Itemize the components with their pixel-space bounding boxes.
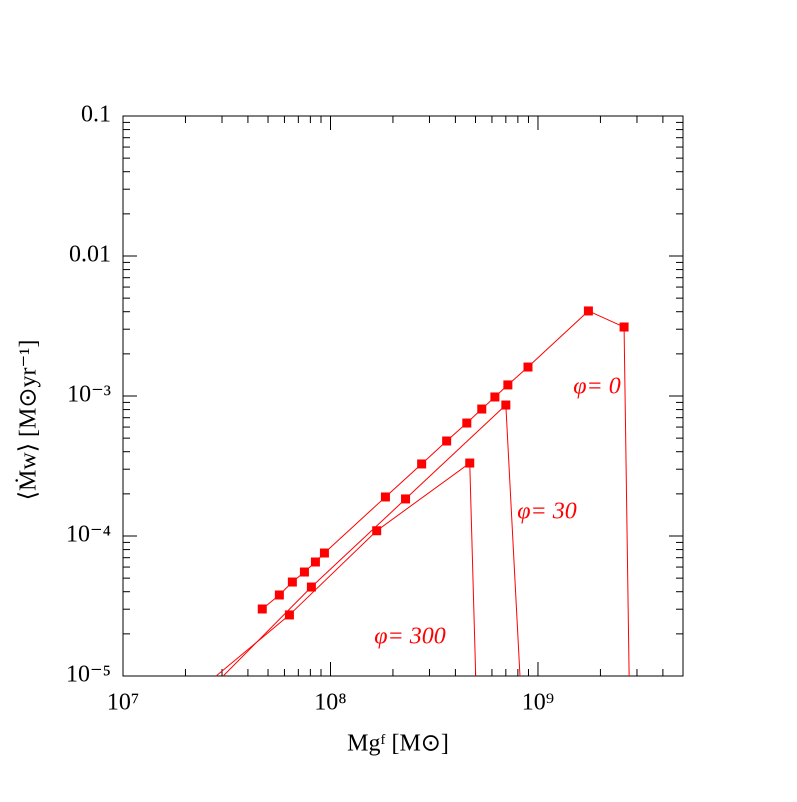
y-axis-label: ⟨Ṁw⟩ [M⊙yr⁻¹] xyxy=(16,340,42,501)
point xyxy=(465,458,475,468)
point xyxy=(417,459,427,469)
point xyxy=(462,418,472,428)
x-tick-label: 10⁸ xyxy=(314,690,346,716)
series-line xyxy=(261,310,630,677)
point xyxy=(310,557,320,567)
series-label: φ= 0 xyxy=(573,374,620,400)
point xyxy=(380,492,390,502)
point xyxy=(306,582,316,592)
y-tick-label: 0.1 xyxy=(81,102,111,128)
point xyxy=(319,548,329,558)
point xyxy=(503,380,513,390)
point xyxy=(477,404,487,414)
point xyxy=(372,526,382,536)
point xyxy=(284,610,294,620)
point xyxy=(490,392,500,402)
x-tick-label: 10⁹ xyxy=(522,690,554,716)
point xyxy=(257,604,267,614)
x-axis-label: Mgᶠ [M⊙] xyxy=(347,731,449,757)
series-label: φ= 300 xyxy=(374,624,445,650)
point xyxy=(274,590,284,600)
y-tick-label: 10⁻⁴ xyxy=(66,522,111,548)
point xyxy=(619,322,629,332)
point xyxy=(401,494,411,504)
point xyxy=(442,436,452,446)
point xyxy=(299,567,309,577)
x-tick-label: 10⁷ xyxy=(107,690,139,716)
y-tick-label: 10⁻³ xyxy=(67,382,111,408)
y-tick-label: 10⁻⁵ xyxy=(66,662,111,688)
series-line xyxy=(222,403,521,677)
point xyxy=(583,306,593,316)
series-label: φ= 30 xyxy=(517,499,576,525)
point xyxy=(501,400,511,410)
point xyxy=(523,362,533,372)
point xyxy=(287,577,297,587)
y-tick-label: 0.01 xyxy=(69,242,111,268)
